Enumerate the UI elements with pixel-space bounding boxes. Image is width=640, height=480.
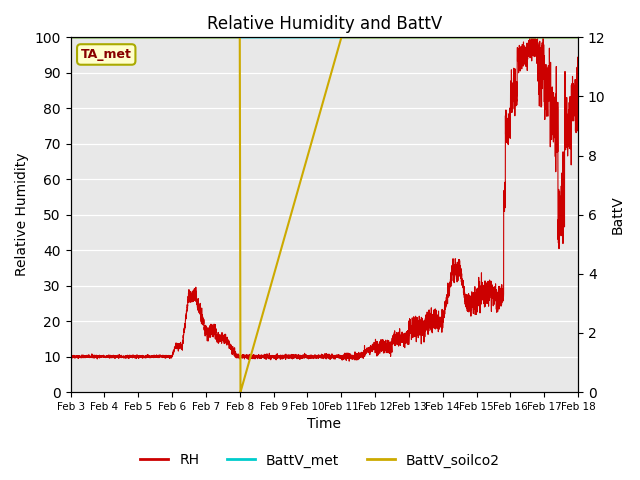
X-axis label: Time: Time [307, 418, 341, 432]
Title: Relative Humidity and BattV: Relative Humidity and BattV [207, 15, 442, 33]
Y-axis label: Relative Humidity: Relative Humidity [15, 153, 29, 276]
Legend: RH, BattV_met, BattV_soilco2: RH, BattV_met, BattV_soilco2 [134, 448, 506, 473]
Text: TA_met: TA_met [81, 48, 132, 61]
Y-axis label: BattV: BattV [611, 195, 625, 234]
